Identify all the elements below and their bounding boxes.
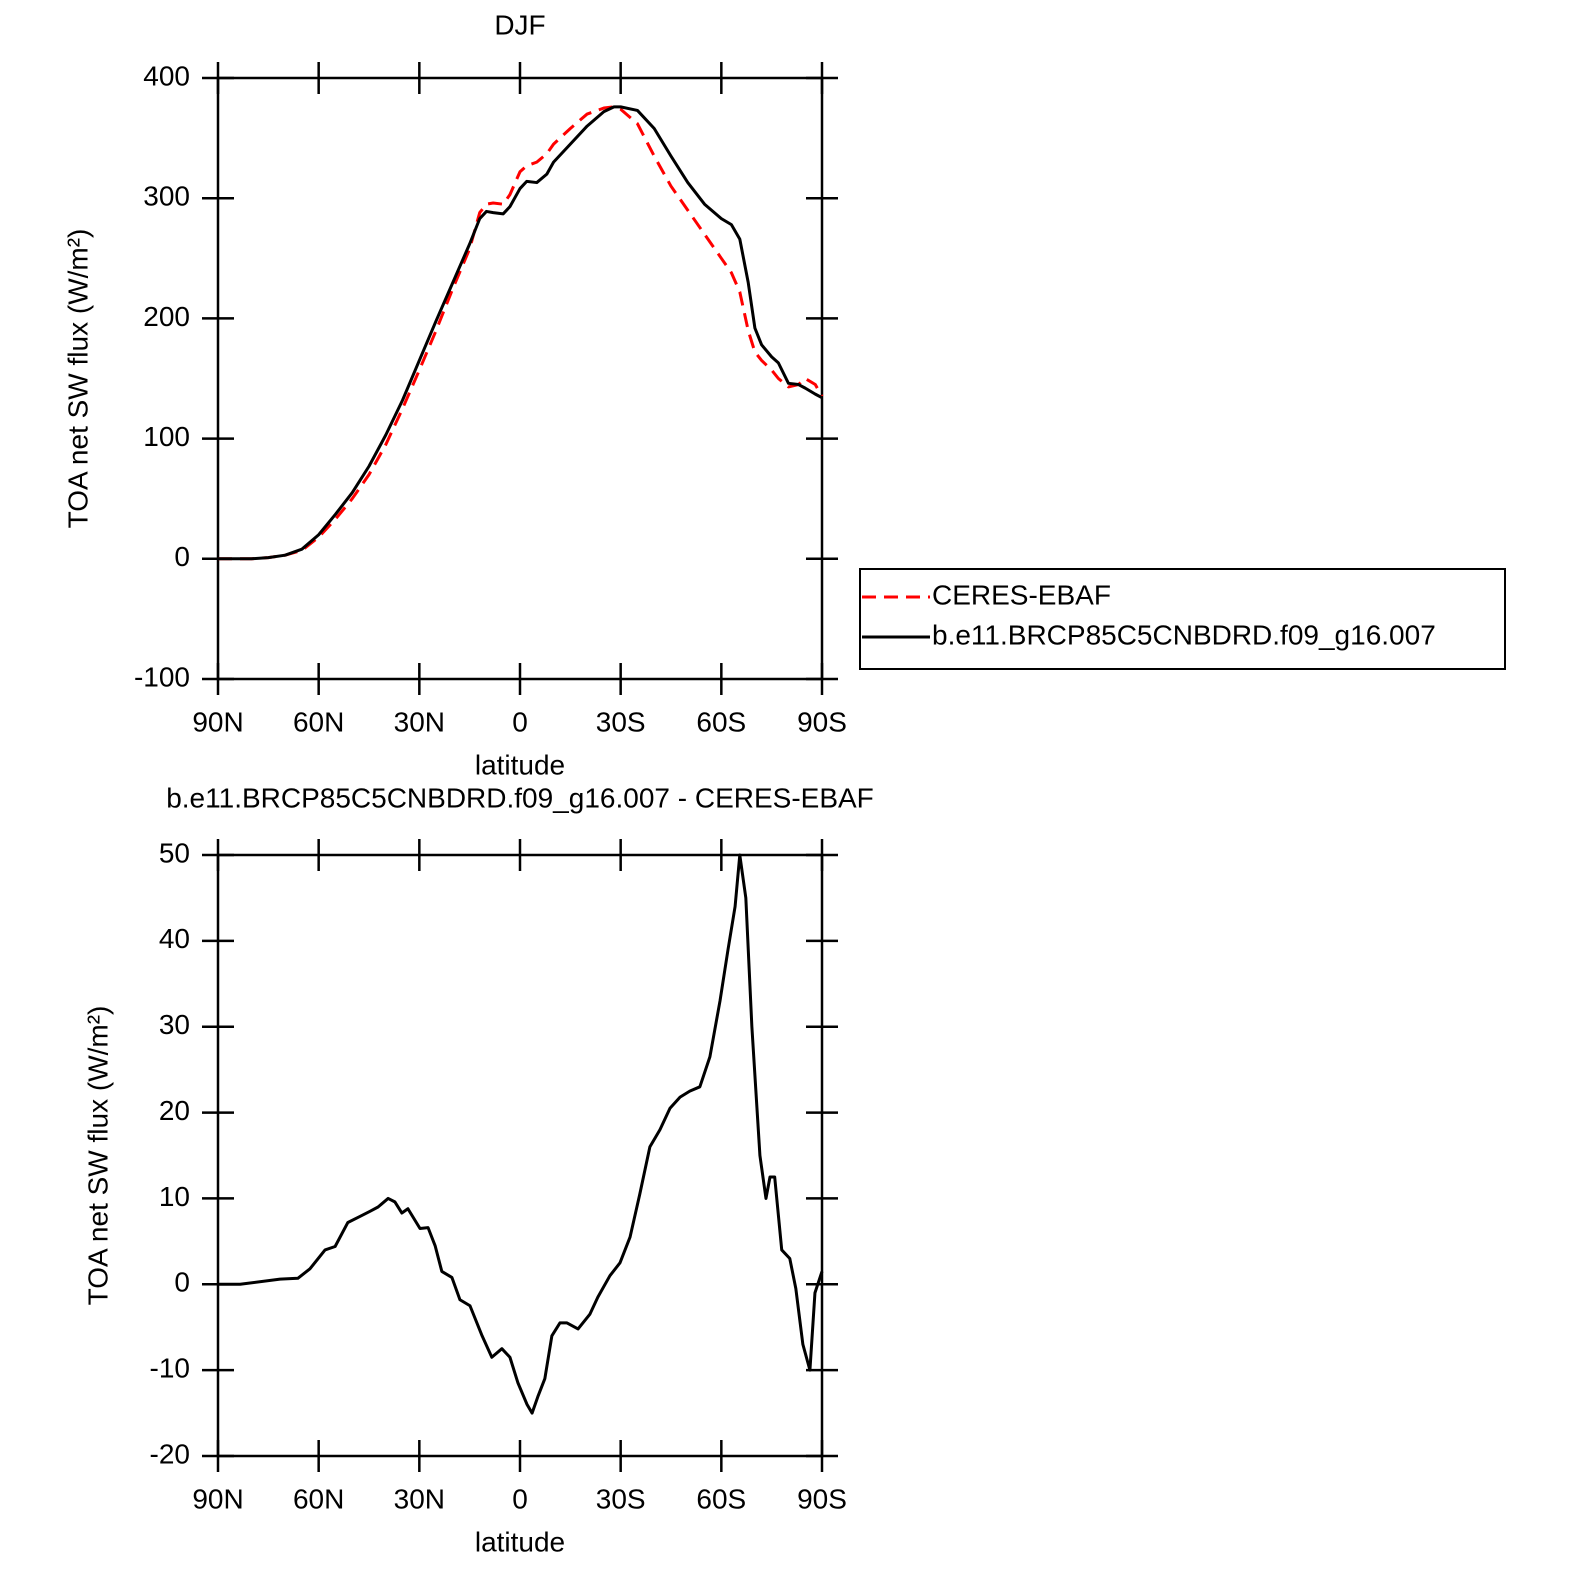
- plot-frame: [216, 853, 824, 1458]
- legend-label: CERES-EBAF: [932, 579, 1111, 610]
- chart-title: DJF: [494, 9, 545, 40]
- data-line: [218, 105, 823, 561]
- legend-box: [859, 568, 1506, 670]
- y-tick-label: 50: [159, 837, 190, 868]
- y-tick-label: -100: [134, 661, 190, 692]
- y-tick-label: 0: [174, 541, 190, 572]
- y-tick-label: 400: [143, 60, 190, 91]
- x-tick-label: 90N: [192, 706, 243, 737]
- x-tick-label: 90S: [797, 706, 847, 737]
- y-tick-label: 20: [159, 1095, 190, 1126]
- y-tick-label: -20: [150, 1438, 190, 1469]
- x-tick-label: 0: [512, 706, 528, 737]
- legend-label: b.e11.BRCP85C5CNBDRD.f09_g16.007: [932, 619, 1436, 650]
- y-tick-label: 0: [174, 1267, 190, 1298]
- y-tick-label: 100: [143, 421, 190, 452]
- y-tick-label: 200: [143, 301, 190, 332]
- data-line: [218, 105, 824, 561]
- y-tick-label: 300: [143, 181, 190, 212]
- y-axis-label: TOA net SW flux (W/m²): [62, 229, 93, 529]
- data-line: [218, 853, 824, 1415]
- x-tick-label: 60N: [293, 706, 344, 737]
- x-tick-label: 90S: [797, 1483, 847, 1514]
- x-tick-label: 30S: [596, 1483, 646, 1514]
- y-tick-label: 10: [159, 1181, 190, 1212]
- x-axis-label: latitude: [475, 749, 565, 780]
- x-tick-label: 60S: [696, 706, 746, 737]
- y-tick-label: 30: [159, 1009, 190, 1040]
- y-tick-label: 40: [159, 923, 190, 954]
- x-tick-label: 30S: [596, 706, 646, 737]
- x-tick-label: 90N: [192, 1483, 243, 1514]
- x-tick-label: 30N: [394, 1483, 445, 1514]
- x-tick-label: 0: [512, 1483, 528, 1514]
- x-axis-label: latitude: [475, 1526, 565, 1557]
- x-tick-label: 60S: [696, 1483, 746, 1514]
- x-tick-label: 30N: [394, 706, 445, 737]
- x-tick-label: 60N: [293, 1483, 344, 1514]
- chart-title: b.e11.BRCP85C5CNBDRD.f09_g16.007 - CERES…: [166, 782, 874, 813]
- y-tick-label: -10: [150, 1353, 190, 1384]
- y-axis-label: TOA net SW flux (W/m²): [82, 1006, 113, 1306]
- plot-frame: [216, 76, 824, 681]
